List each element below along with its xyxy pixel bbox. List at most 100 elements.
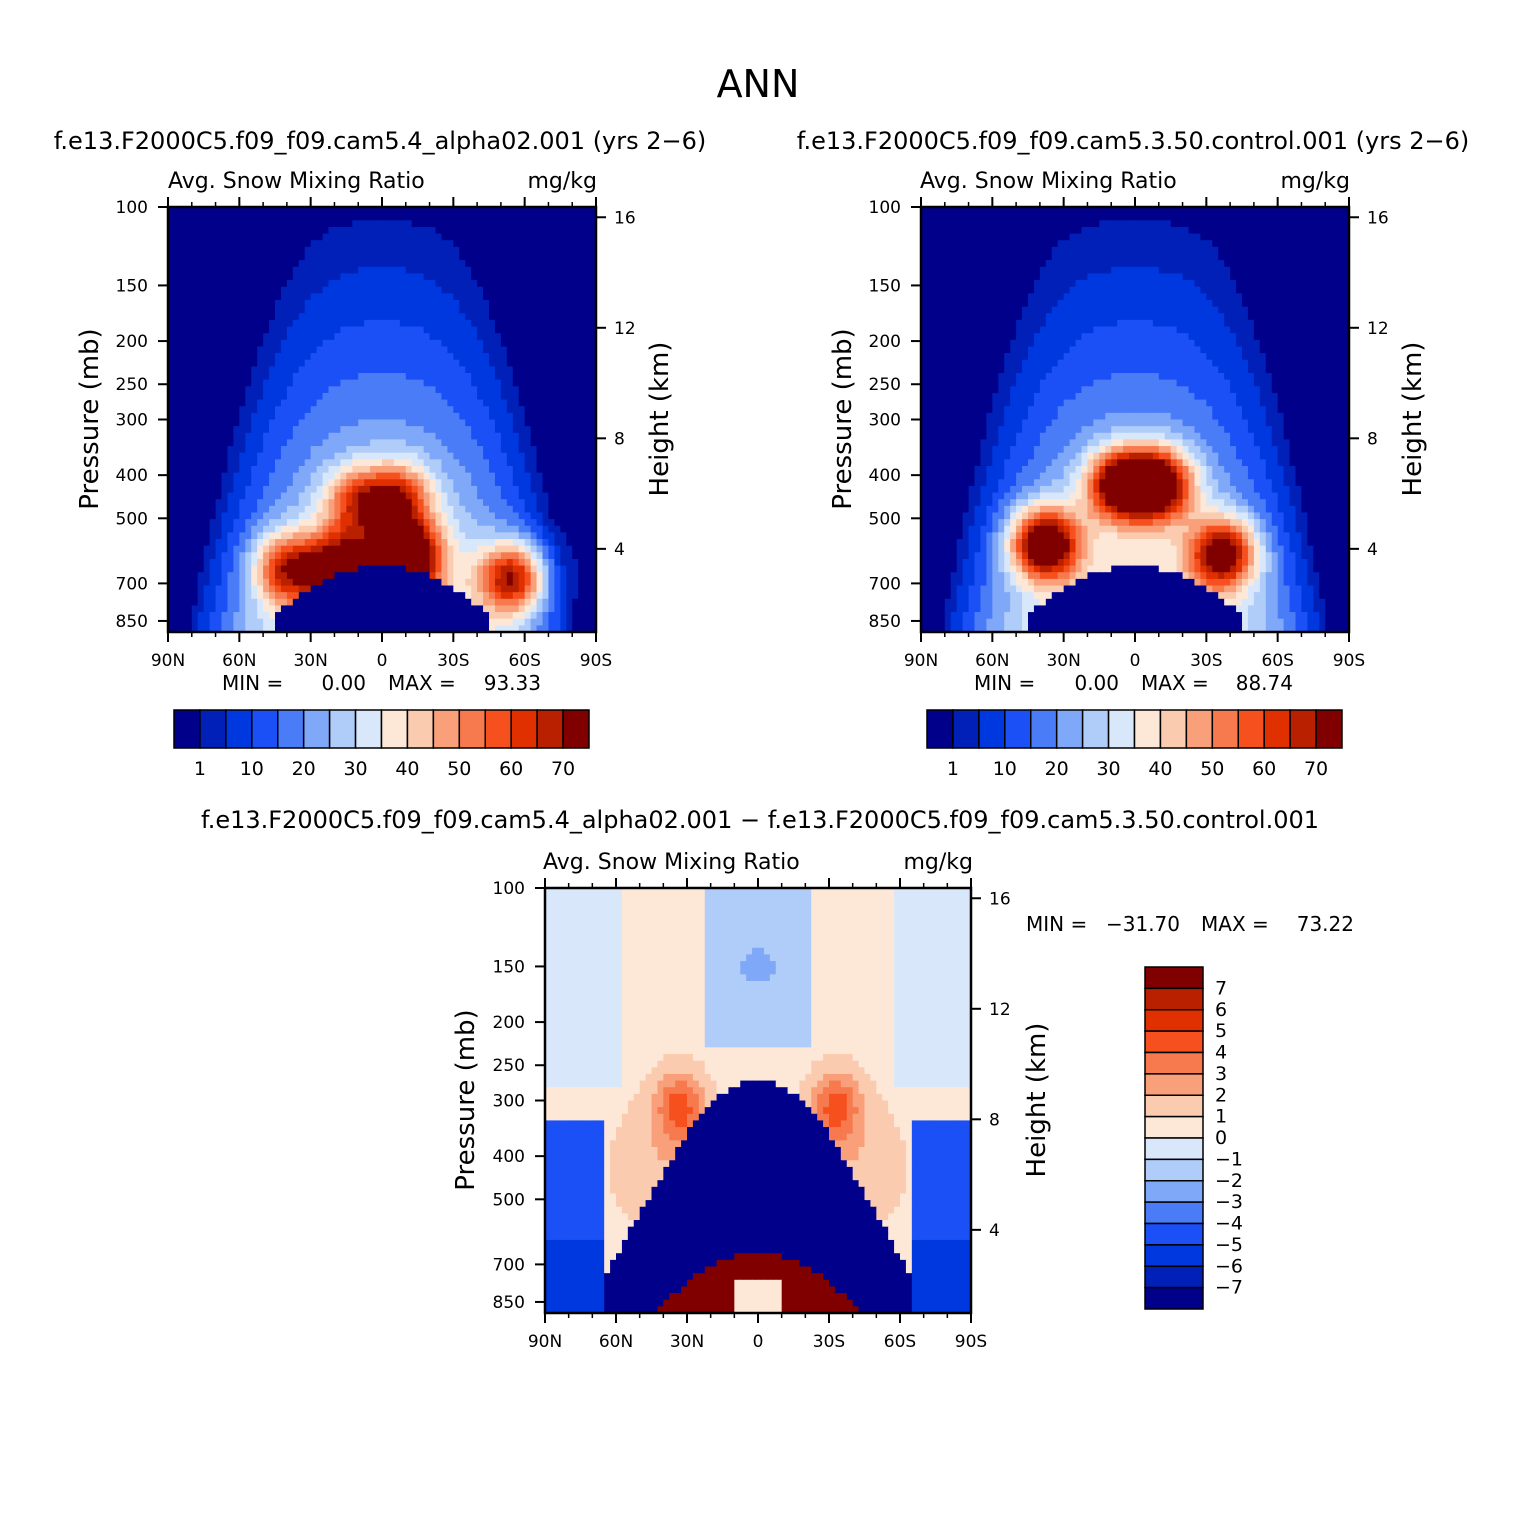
- field-cell: [221, 505, 229, 514]
- field-cell: [292, 273, 300, 281]
- field-cell: [251, 592, 258, 600]
- field-cell: [512, 226, 520, 235]
- field-cell: [179, 207, 187, 215]
- field-cell: [352, 605, 359, 613]
- field-cell: [328, 306, 336, 314]
- field-cell: [179, 286, 187, 294]
- field-cell: [411, 426, 419, 434]
- field-cell: [364, 213, 371, 221]
- field-cell: [185, 492, 193, 500]
- field-cell: [376, 373, 383, 381]
- field-cell: [168, 346, 175, 354]
- field-cell: [524, 260, 532, 268]
- field-cell: [1236, 220, 1243, 228]
- field-cell: [572, 419, 579, 427]
- field-cell: [340, 240, 347, 248]
- field-cell: [310, 253, 318, 261]
- field-cell: [512, 412, 520, 421]
- field-cell: [956, 220, 964, 228]
- field-cell: [310, 373, 318, 381]
- field-cell: [1271, 207, 1279, 215]
- field-cell: [399, 313, 407, 321]
- field-cell: [173, 512, 181, 520]
- field-cell: [1105, 226, 1112, 235]
- field-cell: [227, 519, 234, 527]
- field-cell: [548, 479, 555, 487]
- field-cell: [376, 273, 383, 281]
- field-cell: [233, 592, 240, 600]
- field-cell: [518, 592, 526, 600]
- field-cell: [310, 598, 318, 607]
- field-cell: [489, 479, 496, 487]
- field-cell: [322, 465, 330, 474]
- field-cell: [191, 373, 199, 381]
- field-cell: [584, 585, 591, 593]
- field-cell: [316, 532, 324, 540]
- field-cell: [168, 519, 175, 527]
- field-cell: [352, 532, 359, 540]
- field-cell: [536, 432, 544, 441]
- field-cell: [1111, 220, 1118, 228]
- field-cell: [530, 512, 538, 520]
- field-cell: [542, 392, 550, 401]
- field-cell: [376, 539, 383, 547]
- field-cell: [554, 339, 561, 348]
- field-cell: [584, 625, 591, 633]
- field-cell: [197, 246, 205, 255]
- field-cell: [227, 359, 234, 367]
- field-cell: [179, 346, 187, 354]
- field-cell: [382, 432, 389, 441]
- field-cell: [524, 565, 532, 573]
- field-cell: [280, 306, 288, 314]
- field-cell: [417, 512, 425, 520]
- field-cell: [542, 519, 550, 527]
- field-cell: [536, 512, 544, 520]
- field-cell: [215, 618, 223, 626]
- field-cell: [221, 299, 229, 308]
- field-cell: [518, 306, 526, 314]
- field-cell: [328, 366, 336, 374]
- field-cell: [257, 545, 264, 553]
- field-cell: [590, 260, 597, 268]
- field-cell: [179, 618, 187, 626]
- field-cell: [506, 246, 514, 255]
- field-cell: [370, 585, 377, 593]
- field-cell: [168, 585, 175, 593]
- field-cell: [215, 399, 223, 407]
- field-cell: [554, 299, 561, 308]
- field-cell: [191, 399, 199, 407]
- field-cell: [590, 419, 597, 427]
- field-cell: [316, 558, 324, 567]
- field-cell: [584, 578, 591, 587]
- field-cell: [382, 246, 389, 255]
- field-cell: [566, 585, 573, 593]
- field-cell: [334, 233, 341, 241]
- field-cell: [376, 280, 383, 288]
- field-cell: [429, 572, 437, 580]
- field-cell: [554, 618, 561, 626]
- field-cell: [489, 313, 496, 321]
- field-cell: [346, 240, 353, 248]
- field-cell: [465, 499, 472, 507]
- field-cell: [584, 558, 591, 567]
- field-cell: [465, 319, 472, 328]
- field-cell: [263, 485, 270, 494]
- field-cell: [263, 353, 270, 361]
- field-cell: [453, 419, 460, 427]
- field-cell: [554, 505, 561, 514]
- field-cell: [417, 280, 425, 288]
- field-cell: [340, 286, 347, 294]
- field-cell: [1188, 226, 1196, 235]
- field-cell: [387, 479, 395, 487]
- field-cell: [453, 207, 460, 215]
- field-cell: [197, 326, 205, 334]
- field-cell: [257, 525, 264, 533]
- field-cell: [1170, 220, 1178, 228]
- field-cell: [489, 412, 496, 421]
- field-cell: [251, 558, 258, 567]
- field-cell: [578, 412, 585, 421]
- field-cell: [239, 246, 246, 255]
- field-cell: [358, 253, 365, 261]
- field-cell: [578, 246, 585, 255]
- field-cell: [483, 346, 490, 354]
